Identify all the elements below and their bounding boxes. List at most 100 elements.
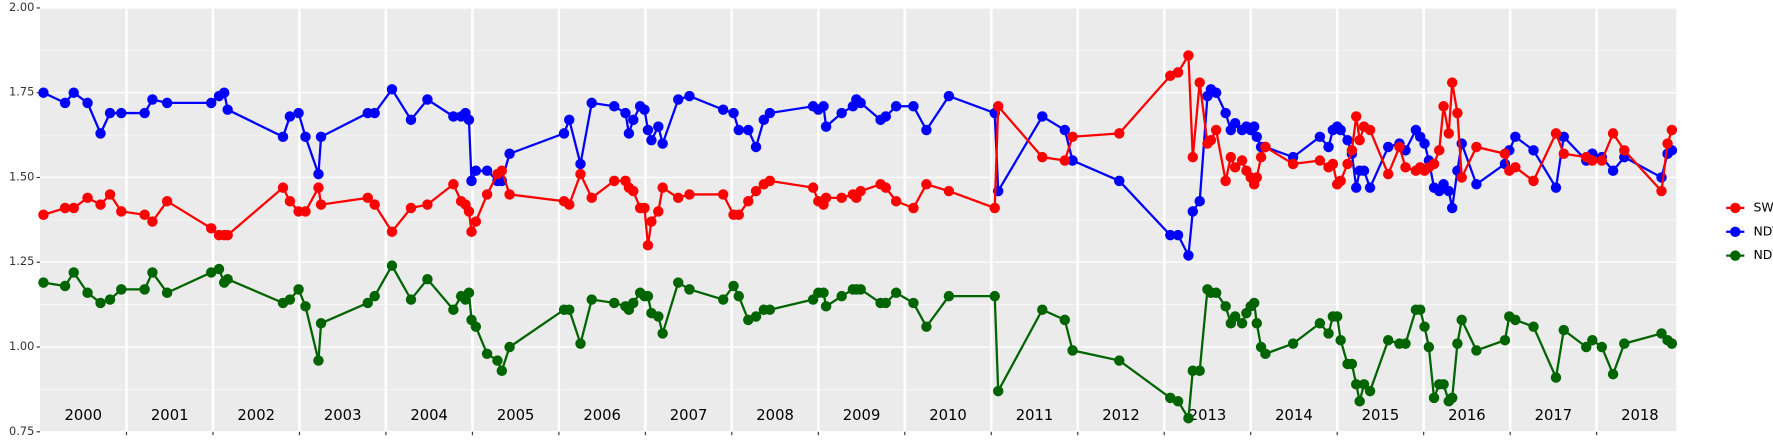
data-point (1067, 131, 1078, 143)
data-point (642, 290, 654, 302)
data-point (59, 97, 71, 109)
data-point (1335, 124, 1346, 136)
data-point (1550, 182, 1562, 193)
data-point (95, 128, 106, 139)
y-tick-label: 1.50 (9, 169, 34, 183)
data-point (1558, 148, 1569, 159)
data-point (608, 175, 620, 187)
data-point (1499, 148, 1511, 159)
data-point (820, 121, 832, 132)
data-point (646, 134, 657, 146)
data-point (1220, 175, 1231, 187)
y-tick-label: 1.25 (9, 254, 34, 268)
data-point (38, 209, 49, 221)
data-point (1114, 175, 1125, 187)
data-point (564, 114, 575, 126)
data-point (293, 107, 304, 119)
data-point (1323, 141, 1334, 153)
data-point (628, 185, 639, 197)
data-point (315, 199, 327, 210)
data-point (205, 97, 217, 109)
data-point (1236, 155, 1248, 166)
data-point (836, 290, 847, 302)
legend-marker (1730, 250, 1741, 261)
data-point (1364, 182, 1376, 193)
data-point (116, 284, 127, 295)
data-point (448, 111, 459, 122)
data-point (222, 104, 233, 115)
data-point (1382, 141, 1394, 153)
data-point (1528, 175, 1539, 187)
data-point (1225, 151, 1237, 163)
data-point (313, 168, 324, 180)
data-point (313, 182, 324, 193)
data-point (1607, 128, 1619, 139)
data-point (1229, 162, 1241, 173)
data-point (1248, 121, 1260, 132)
data-point (1528, 321, 1539, 332)
data-point (1314, 318, 1326, 329)
data-point (95, 199, 106, 210)
data-point (470, 165, 482, 176)
data-point (1229, 311, 1241, 322)
data-point (1428, 158, 1440, 170)
data-point (1229, 118, 1241, 129)
data-point (222, 229, 233, 241)
data-point (717, 104, 729, 115)
data-point (818, 101, 829, 112)
data-point (1342, 158, 1353, 170)
data-point (728, 280, 739, 292)
data-point (1358, 165, 1370, 176)
data-point (284, 195, 296, 207)
data-point (564, 199, 575, 210)
data-point (205, 267, 217, 278)
data-point (213, 263, 225, 275)
year-label: 2016 (1448, 407, 1486, 424)
data-point (68, 267, 79, 278)
data-point (1037, 111, 1048, 122)
data-point (147, 94, 158, 105)
data-point (943, 90, 955, 102)
data-point (1364, 124, 1376, 136)
data-point (300, 301, 311, 312)
data-point (908, 297, 919, 309)
year-label: 2005 (497, 407, 535, 424)
data-point (1666, 338, 1678, 349)
data-point (642, 124, 654, 136)
data-point (1350, 111, 1362, 122)
data-point (1251, 131, 1262, 143)
y-tick-label: 1.00 (9, 339, 34, 353)
data-point (1607, 165, 1619, 176)
data-point (422, 94, 433, 105)
year-label: 2003 (324, 407, 362, 424)
data-point (1443, 185, 1454, 197)
data-point (218, 87, 230, 98)
data-point (1248, 297, 1260, 309)
data-point (1183, 250, 1194, 261)
data-point (1346, 145, 1358, 156)
data-point (315, 131, 327, 143)
data-point (68, 87, 79, 98)
data-point (1619, 145, 1630, 156)
data-point (855, 284, 866, 295)
data-point (139, 284, 150, 295)
data-point (1510, 131, 1521, 143)
data-point (1251, 318, 1262, 329)
data-point (470, 321, 482, 332)
year-label: 2006 (583, 407, 621, 424)
data-point (855, 185, 866, 197)
data-point (880, 297, 891, 309)
data-point (139, 107, 150, 119)
data-point (684, 189, 695, 200)
data-point (943, 290, 955, 302)
data-point (672, 192, 684, 204)
data-point (161, 287, 173, 298)
year-label: 2004 (410, 407, 448, 424)
data-point (1114, 355, 1125, 366)
data-point (684, 90, 695, 102)
data-point (470, 216, 482, 227)
data-point (733, 124, 744, 136)
data-point (116, 206, 127, 217)
data-point (116, 107, 127, 119)
data-point (1558, 324, 1569, 336)
